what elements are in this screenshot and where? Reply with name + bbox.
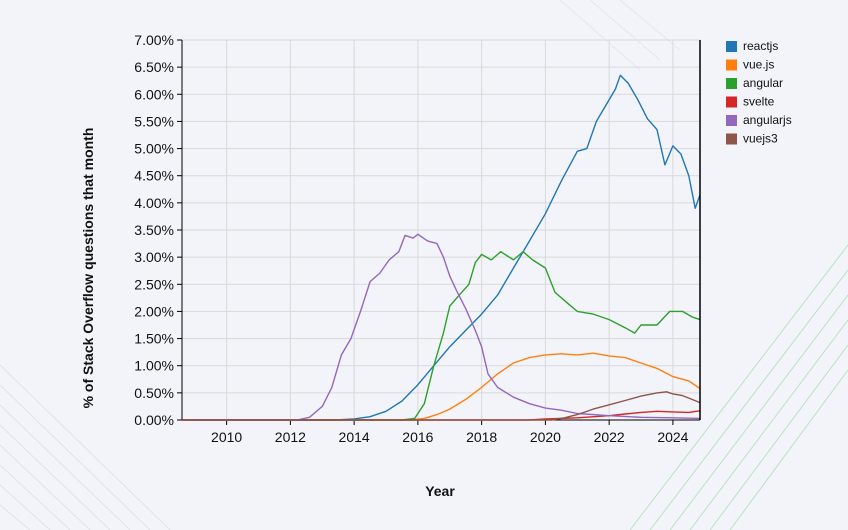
y-tick-label: 6.50% xyxy=(134,59,174,75)
x-tick-label: 2018 xyxy=(466,429,497,445)
legend-item: svelte xyxy=(726,95,775,109)
series-line-vuejs3 xyxy=(182,391,701,421)
y-tick-label: 7.00% xyxy=(134,32,174,48)
legend-label: angular xyxy=(743,76,783,90)
x-tick-label: 2016 xyxy=(402,429,433,445)
series-line-svelte xyxy=(182,410,701,421)
y-tick-label: 3.50% xyxy=(134,222,174,238)
x-tick-label: 2010 xyxy=(211,429,242,445)
legend: reactjs vue.js angular svelte angularjs vuejs… xyxy=(726,39,792,146)
series-line-reactjs xyxy=(182,74,701,421)
legend-item: reactjs xyxy=(726,39,778,53)
y-tick-label: 2.00% xyxy=(134,303,174,319)
legend-swatch xyxy=(726,115,737,126)
legend-item: vuejs3 xyxy=(726,132,778,146)
y-tick-label: 1.50% xyxy=(134,331,174,347)
legend-item: angularjs xyxy=(726,113,792,127)
series-lines xyxy=(182,74,701,421)
decorative-lines-left xyxy=(0,364,171,530)
gridlines xyxy=(182,39,700,421)
decorative-lines-top xyxy=(559,0,681,71)
y-tick-label: 6.00% xyxy=(134,86,174,102)
series-line-angularjs xyxy=(182,233,701,421)
y-tick-label: 3.00% xyxy=(134,249,174,265)
legend-swatch xyxy=(726,78,737,89)
decorative-lines-green xyxy=(629,244,848,530)
x-tick-label: 2024 xyxy=(657,429,688,445)
y-tick-label: 2.50% xyxy=(134,276,174,292)
x-axis: 2010 2012 2014 2016 2018 2020 2022 2024 xyxy=(182,419,700,445)
series-line-vue-js xyxy=(182,352,701,421)
y-tick-label: 5.50% xyxy=(134,113,174,129)
legend-label: vuejs3 xyxy=(743,132,778,146)
y-axis-title: % of Stack Overflow questions that month xyxy=(80,128,96,409)
y-axis: 0.00% 0.50% 1.00% 1.50% 2.00% 2.50% 3.00% 3.50%… xyxy=(134,32,183,428)
legend-item: angular xyxy=(726,76,783,90)
x-tick-label: 2014 xyxy=(339,429,370,445)
legend-item: vue.js xyxy=(726,58,774,72)
legend-swatch xyxy=(726,96,737,108)
series-line-angular xyxy=(182,251,701,421)
y-tick-label: 0.50% xyxy=(134,385,174,401)
legend-swatch xyxy=(726,41,737,52)
x-axis-title: Year xyxy=(425,483,455,499)
y-tick-label: 1.00% xyxy=(134,358,174,374)
x-tick-label: 2020 xyxy=(530,429,561,445)
y-tick-label: 0.00% xyxy=(134,412,174,428)
legend-swatch xyxy=(726,133,737,145)
legend-label: reactjs xyxy=(743,39,778,53)
legend-label: svelte xyxy=(743,95,775,109)
legend-swatch xyxy=(726,59,737,71)
legend-label: angularjs xyxy=(743,113,792,127)
x-tick-label: 2012 xyxy=(275,429,306,445)
legend-label: vue.js xyxy=(743,58,774,72)
y-tick-label: 5.00% xyxy=(134,141,174,157)
y-tick-label: 4.00% xyxy=(134,195,174,211)
y-tick-label: 4.50% xyxy=(134,168,174,184)
x-tick-label: 2022 xyxy=(594,429,625,445)
